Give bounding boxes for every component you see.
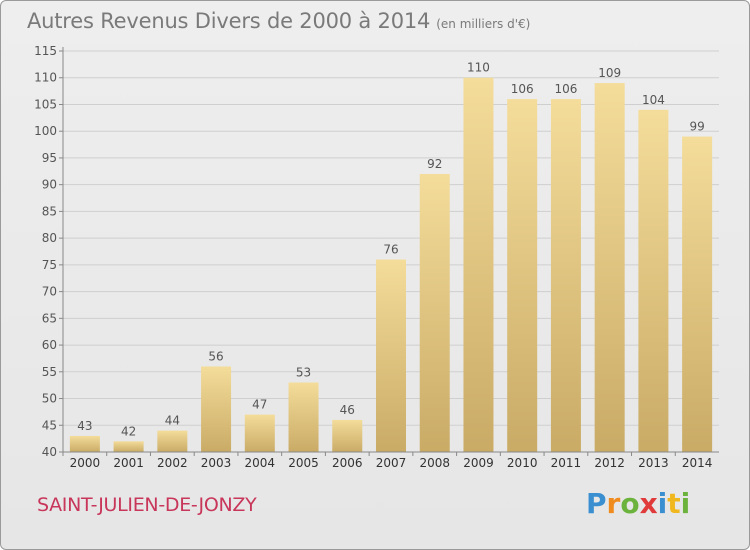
bar-2014	[682, 136, 713, 452]
bar-2000	[69, 435, 100, 452]
x-tick-label: 2000	[70, 456, 101, 470]
x-tick-label: 2003	[201, 456, 232, 470]
bar-2009	[463, 77, 494, 452]
chart-title-block: Autres Revenus Divers de 2000 à 2014 (en …	[27, 9, 530, 33]
value-label: 106	[511, 82, 534, 96]
value-labels: 43 42 44 56 47 53 46 76 92 110 106 106 109 104 99	[77, 61, 705, 439]
x-tick-label: 2011	[551, 456, 582, 470]
x-tick-label: 2009	[463, 456, 494, 470]
value-label: 44	[165, 414, 180, 428]
y-tick-label: 50	[42, 392, 57, 406]
bar-2002	[157, 430, 188, 452]
y-tick-label: 55	[42, 365, 57, 379]
bar-2010	[507, 99, 538, 453]
x-tick-labels: 2000 2001 2002 2003 2004 2005 2006 2007 2008 2009…	[62, 452, 713, 470]
value-label: 56	[208, 349, 223, 363]
logo-letter: P	[586, 487, 607, 520]
y-tick-label: 85	[42, 204, 57, 218]
bar-2007	[376, 259, 406, 452]
chart-subtitle: (en milliers d'€)	[436, 17, 531, 31]
y-tick-label: 60	[42, 338, 57, 352]
bar-2004	[244, 414, 275, 452]
y-tick-label: 100	[34, 124, 57, 138]
bars	[69, 77, 713, 453]
x-tick-label: 2006	[332, 456, 363, 470]
axes	[62, 47, 719, 453]
logo-letter: i	[680, 487, 691, 520]
logo-letter: t	[667, 487, 681, 520]
logo-letter: o	[620, 487, 640, 520]
commune-name: SAINT-JULIEN-DE-JONZY	[37, 494, 257, 516]
bar-2013	[638, 109, 669, 453]
logo-letter: i	[657, 487, 668, 520]
bar-2005	[288, 382, 319, 452]
bar-2012	[594, 83, 625, 452]
value-label: 43	[77, 419, 92, 433]
logo-letter: x	[639, 487, 658, 520]
bar-2001	[113, 441, 144, 452]
value-label: 104	[642, 93, 665, 107]
y-tick-label: 45	[42, 418, 57, 432]
x-tick-label: 2010	[507, 456, 538, 470]
value-label: 109	[598, 66, 621, 80]
value-label: 76	[383, 243, 398, 257]
logo-letter: r	[606, 487, 621, 520]
x-tick-label: 2001	[113, 456, 144, 470]
bar-2011	[550, 99, 581, 453]
value-label: 106	[554, 82, 577, 96]
y-tick-label: 105	[34, 97, 57, 111]
y-tick-label: 90	[42, 178, 57, 192]
y-tick-label: 65	[42, 311, 57, 325]
y-tick-label: 110	[34, 71, 57, 85]
bar-2003	[201, 366, 232, 452]
x-tick-label: 2007	[376, 456, 407, 470]
x-tick-label: 2008	[419, 456, 450, 470]
value-label: 99	[689, 120, 704, 134]
x-tick-label: 2013	[638, 456, 669, 470]
x-tick-label: 2005	[288, 456, 319, 470]
y-tick-label: 95	[42, 151, 57, 165]
bar-2008	[419, 173, 450, 452]
value-label: 110	[467, 61, 490, 75]
bar-2006	[332, 419, 363, 452]
value-label: 53	[296, 365, 311, 379]
x-tick-label: 2014	[682, 456, 713, 470]
proxiti-logo: Proxiti	[586, 487, 690, 520]
y-tick-label: 80	[42, 231, 57, 245]
y-tick-labels: 40 45 50 55 60 65 70 75 80 85 90 95 100 105 110 115	[34, 44, 57, 459]
y-tick-label: 75	[42, 258, 57, 272]
chart-title: Autres Revenus Divers de 2000 à 2014	[27, 9, 431, 33]
value-label: 92	[427, 157, 442, 171]
x-tick-label: 2012	[594, 456, 625, 470]
x-tick-label: 2004	[245, 456, 276, 470]
value-label: 42	[121, 424, 136, 438]
x-tick-label: 2002	[157, 456, 188, 470]
y-tick-label: 40	[42, 445, 57, 459]
y-tick-label: 115	[34, 44, 57, 58]
value-label: 47	[252, 398, 267, 412]
value-label: 46	[340, 403, 355, 417]
y-tick-label: 70	[42, 285, 57, 299]
